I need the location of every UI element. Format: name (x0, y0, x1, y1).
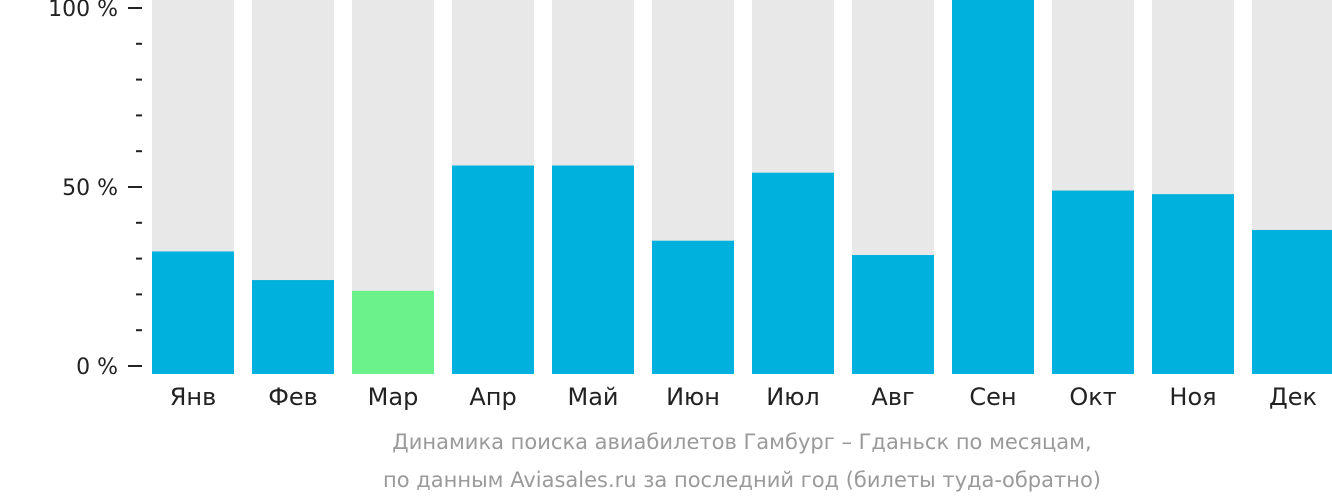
bar (1152, 194, 1234, 374)
x-tick-label: Июн (666, 383, 720, 411)
bar (252, 280, 334, 374)
y-tick-label: 0 % (76, 355, 118, 380)
x-tick-label: Дек (1269, 383, 1317, 411)
x-tick-label: Апр (469, 383, 516, 411)
chart-caption-line-2: по данным Aviasales.ru за последний год … (383, 468, 1101, 492)
bar (552, 165, 634, 374)
bar (752, 172, 834, 374)
x-tick-label: Сен (969, 383, 1016, 411)
bar (952, 0, 1034, 374)
x-tick-label: Ноя (1169, 383, 1216, 411)
y-tick-label: 100 % (48, 0, 118, 22)
bar (352, 290, 434, 374)
bar (452, 165, 534, 374)
x-tick-label: Май (567, 383, 618, 411)
chart: 0 % 50 % 100 % Янв Фев Мар Апр Май Июн Июл Авг Сен О… (48, 0, 1332, 411)
y-tick-label: 50 % (62, 176, 118, 201)
x-tick-label: Янв (170, 383, 217, 411)
bar (852, 255, 934, 374)
bar (152, 251, 234, 374)
bar (652, 240, 734, 374)
bar (1252, 229, 1332, 374)
chart-caption-line-1: Динамика поиска авиабилетов Гамбург – Гд… (392, 430, 1092, 454)
bar (1052, 190, 1134, 374)
x-tick-label: Мар (368, 383, 419, 411)
x-tick-label: Июл (766, 383, 820, 411)
x-tick-label: Окт (1069, 383, 1116, 411)
x-tick-label: Фев (268, 383, 318, 411)
x-tick-label: Авг (871, 383, 914, 411)
